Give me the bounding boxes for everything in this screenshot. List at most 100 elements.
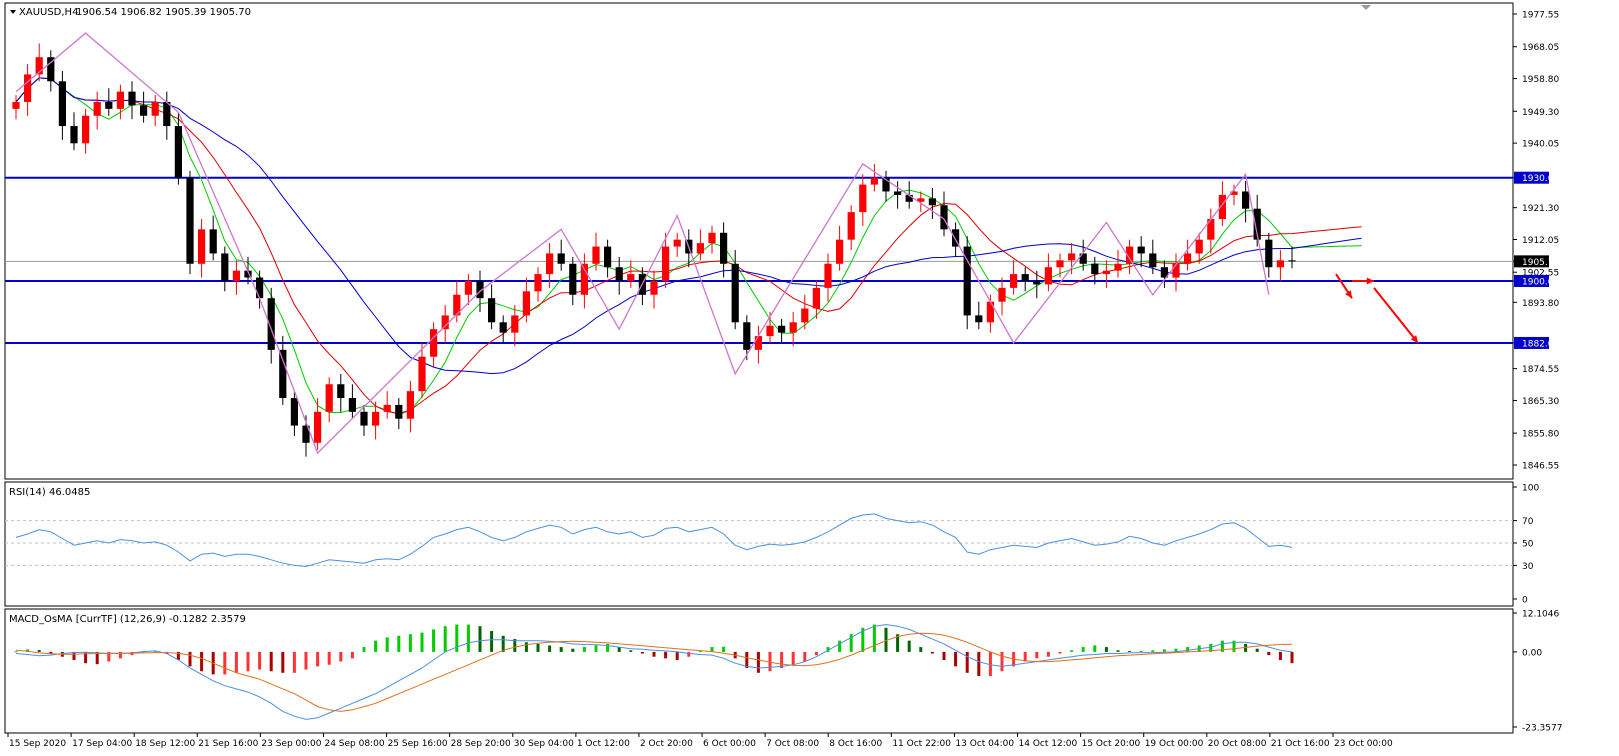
- osma-bar: [1139, 650, 1143, 652]
- candle-body: [395, 404, 403, 419]
- level-label: 1900.00: [1522, 277, 1559, 287]
- osma-bar: [1220, 640, 1224, 652]
- level-label: 1882.00: [1522, 339, 1559, 349]
- candle-body: [267, 298, 275, 350]
- candle-body: [1149, 253, 1157, 268]
- osma-bar: [478, 626, 482, 652]
- osma-bar: [1035, 651, 1039, 659]
- osma-bar: [1186, 647, 1190, 652]
- osma-bar: [26, 649, 30, 652]
- osma-bar: [907, 640, 911, 652]
- time-axis: 15 Sep 2020 17 Sep 04:00 18 Sep 12:00 21 Se…: [7, 733, 1393, 749]
- candle-body: [12, 101, 20, 109]
- candle-body: [24, 74, 32, 102]
- osma-bar: [826, 647, 830, 652]
- candle-body: [569, 263, 577, 295]
- time-axis-label: 23 Oct 00:00: [1334, 739, 1393, 749]
- candle-body: [534, 274, 542, 292]
- candle-body: [1079, 253, 1087, 264]
- candle-body: [1126, 246, 1134, 264]
- time-axis-label: 28 Sep 20:00: [451, 739, 511, 749]
- osma-bar: [281, 651, 285, 673]
- candle-body: [731, 263, 739, 323]
- price-axis-label: 1846.55: [1522, 462, 1559, 472]
- osma-bar: [988, 651, 992, 677]
- osma-bar: [617, 647, 621, 652]
- time-axis-label: 20 Oct 08:00: [1208, 739, 1267, 749]
- candle-body: [812, 287, 820, 309]
- current-price-label: 1905.70: [1522, 258, 1559, 268]
- price-panel: 1977.55 1968.05 1958.80 1949.30 1940.05 1930.…: [5, 11, 1559, 472]
- candle-body: [1114, 263, 1122, 271]
- candle-body: [1288, 260, 1296, 262]
- candle-body: [151, 101, 159, 116]
- time-axis-label: 8 Oct 16:00: [829, 739, 882, 749]
- candle-body: [963, 246, 971, 316]
- time-axis-label: 2 Oct 20:00: [640, 739, 693, 749]
- price-panel-frame: [4, 2, 1514, 480]
- candle-body: [209, 229, 217, 254]
- candle-body: [1033, 280, 1041, 285]
- time-axis-label: 17 Sep 04:00: [72, 739, 132, 749]
- candle-body: [778, 325, 786, 333]
- candle-body: [406, 391, 414, 419]
- candle-body: [430, 329, 438, 357]
- candle-body: [592, 246, 600, 264]
- candle-body: [279, 349, 287, 399]
- macd-axis-label: 12.1046: [1522, 610, 1559, 620]
- candle-body: [662, 246, 670, 281]
- candle-body: [372, 411, 380, 426]
- candle-body: [708, 232, 716, 244]
- rsi-axis-label: 0: [1522, 596, 1528, 606]
- candle-body: [418, 356, 426, 392]
- osma-bar: [1278, 651, 1282, 660]
- osma-bar: [722, 646, 726, 652]
- macd-axis-label: 0.00: [1522, 648, 1542, 658]
- time-axis-label: 14 Oct 12:00: [1019, 739, 1078, 749]
- current-price-label-bg: [1514, 255, 1549, 268]
- candle-body: [325, 384, 333, 412]
- osma-bar: [745, 651, 749, 668]
- chart-dropdown-arrow-icon[interactable]: [10, 10, 16, 14]
- candle-body: [511, 315, 519, 333]
- candle-body: [441, 315, 449, 330]
- osma-bar: [1023, 651, 1027, 662]
- candle-body: [360, 411, 368, 426]
- osma-bar: [1070, 650, 1074, 652]
- candle-body: [488, 298, 496, 323]
- osma-bar: [896, 634, 900, 652]
- osma-bar: [1046, 651, 1050, 657]
- osma-bar: [629, 650, 633, 652]
- osma-bar: [664, 651, 668, 659]
- osma-bar: [1058, 651, 1062, 654]
- osma-bar: [791, 651, 795, 665]
- candle-body: [140, 105, 148, 116]
- osma-bar: [501, 635, 505, 652]
- price-axis-label: 1855.80: [1522, 430, 1559, 440]
- candle-body: [615, 267, 623, 281]
- osma-bar: [1081, 647, 1085, 652]
- osma-bar: [466, 624, 470, 652]
- osma-bar: [292, 651, 296, 673]
- macd-panel: 12.1046 0.00 -23.3577: [14, 610, 1562, 734]
- osma-bar: [687, 651, 691, 657]
- candle-body: [1137, 246, 1145, 254]
- candle-body: [337, 384, 345, 399]
- candle-body: [47, 57, 55, 82]
- osma-bar: [362, 647, 366, 652]
- rsi-axis-label: 30: [1522, 562, 1534, 572]
- candle-body: [766, 325, 774, 337]
- candle-body: [986, 301, 994, 323]
- candle-body: [627, 274, 635, 281]
- candle-body: [940, 205, 948, 230]
- candle-body: [58, 81, 66, 127]
- osma-bar: [780, 651, 784, 668]
- osma-bar: [339, 651, 343, 662]
- candle-body: [882, 177, 890, 192]
- time-axis-label: 19 Oct 00:00: [1145, 739, 1204, 749]
- candle-body: [499, 322, 507, 333]
- osma-bar: [176, 651, 180, 660]
- candle-body: [998, 287, 1006, 302]
- candle-body: [905, 194, 913, 202]
